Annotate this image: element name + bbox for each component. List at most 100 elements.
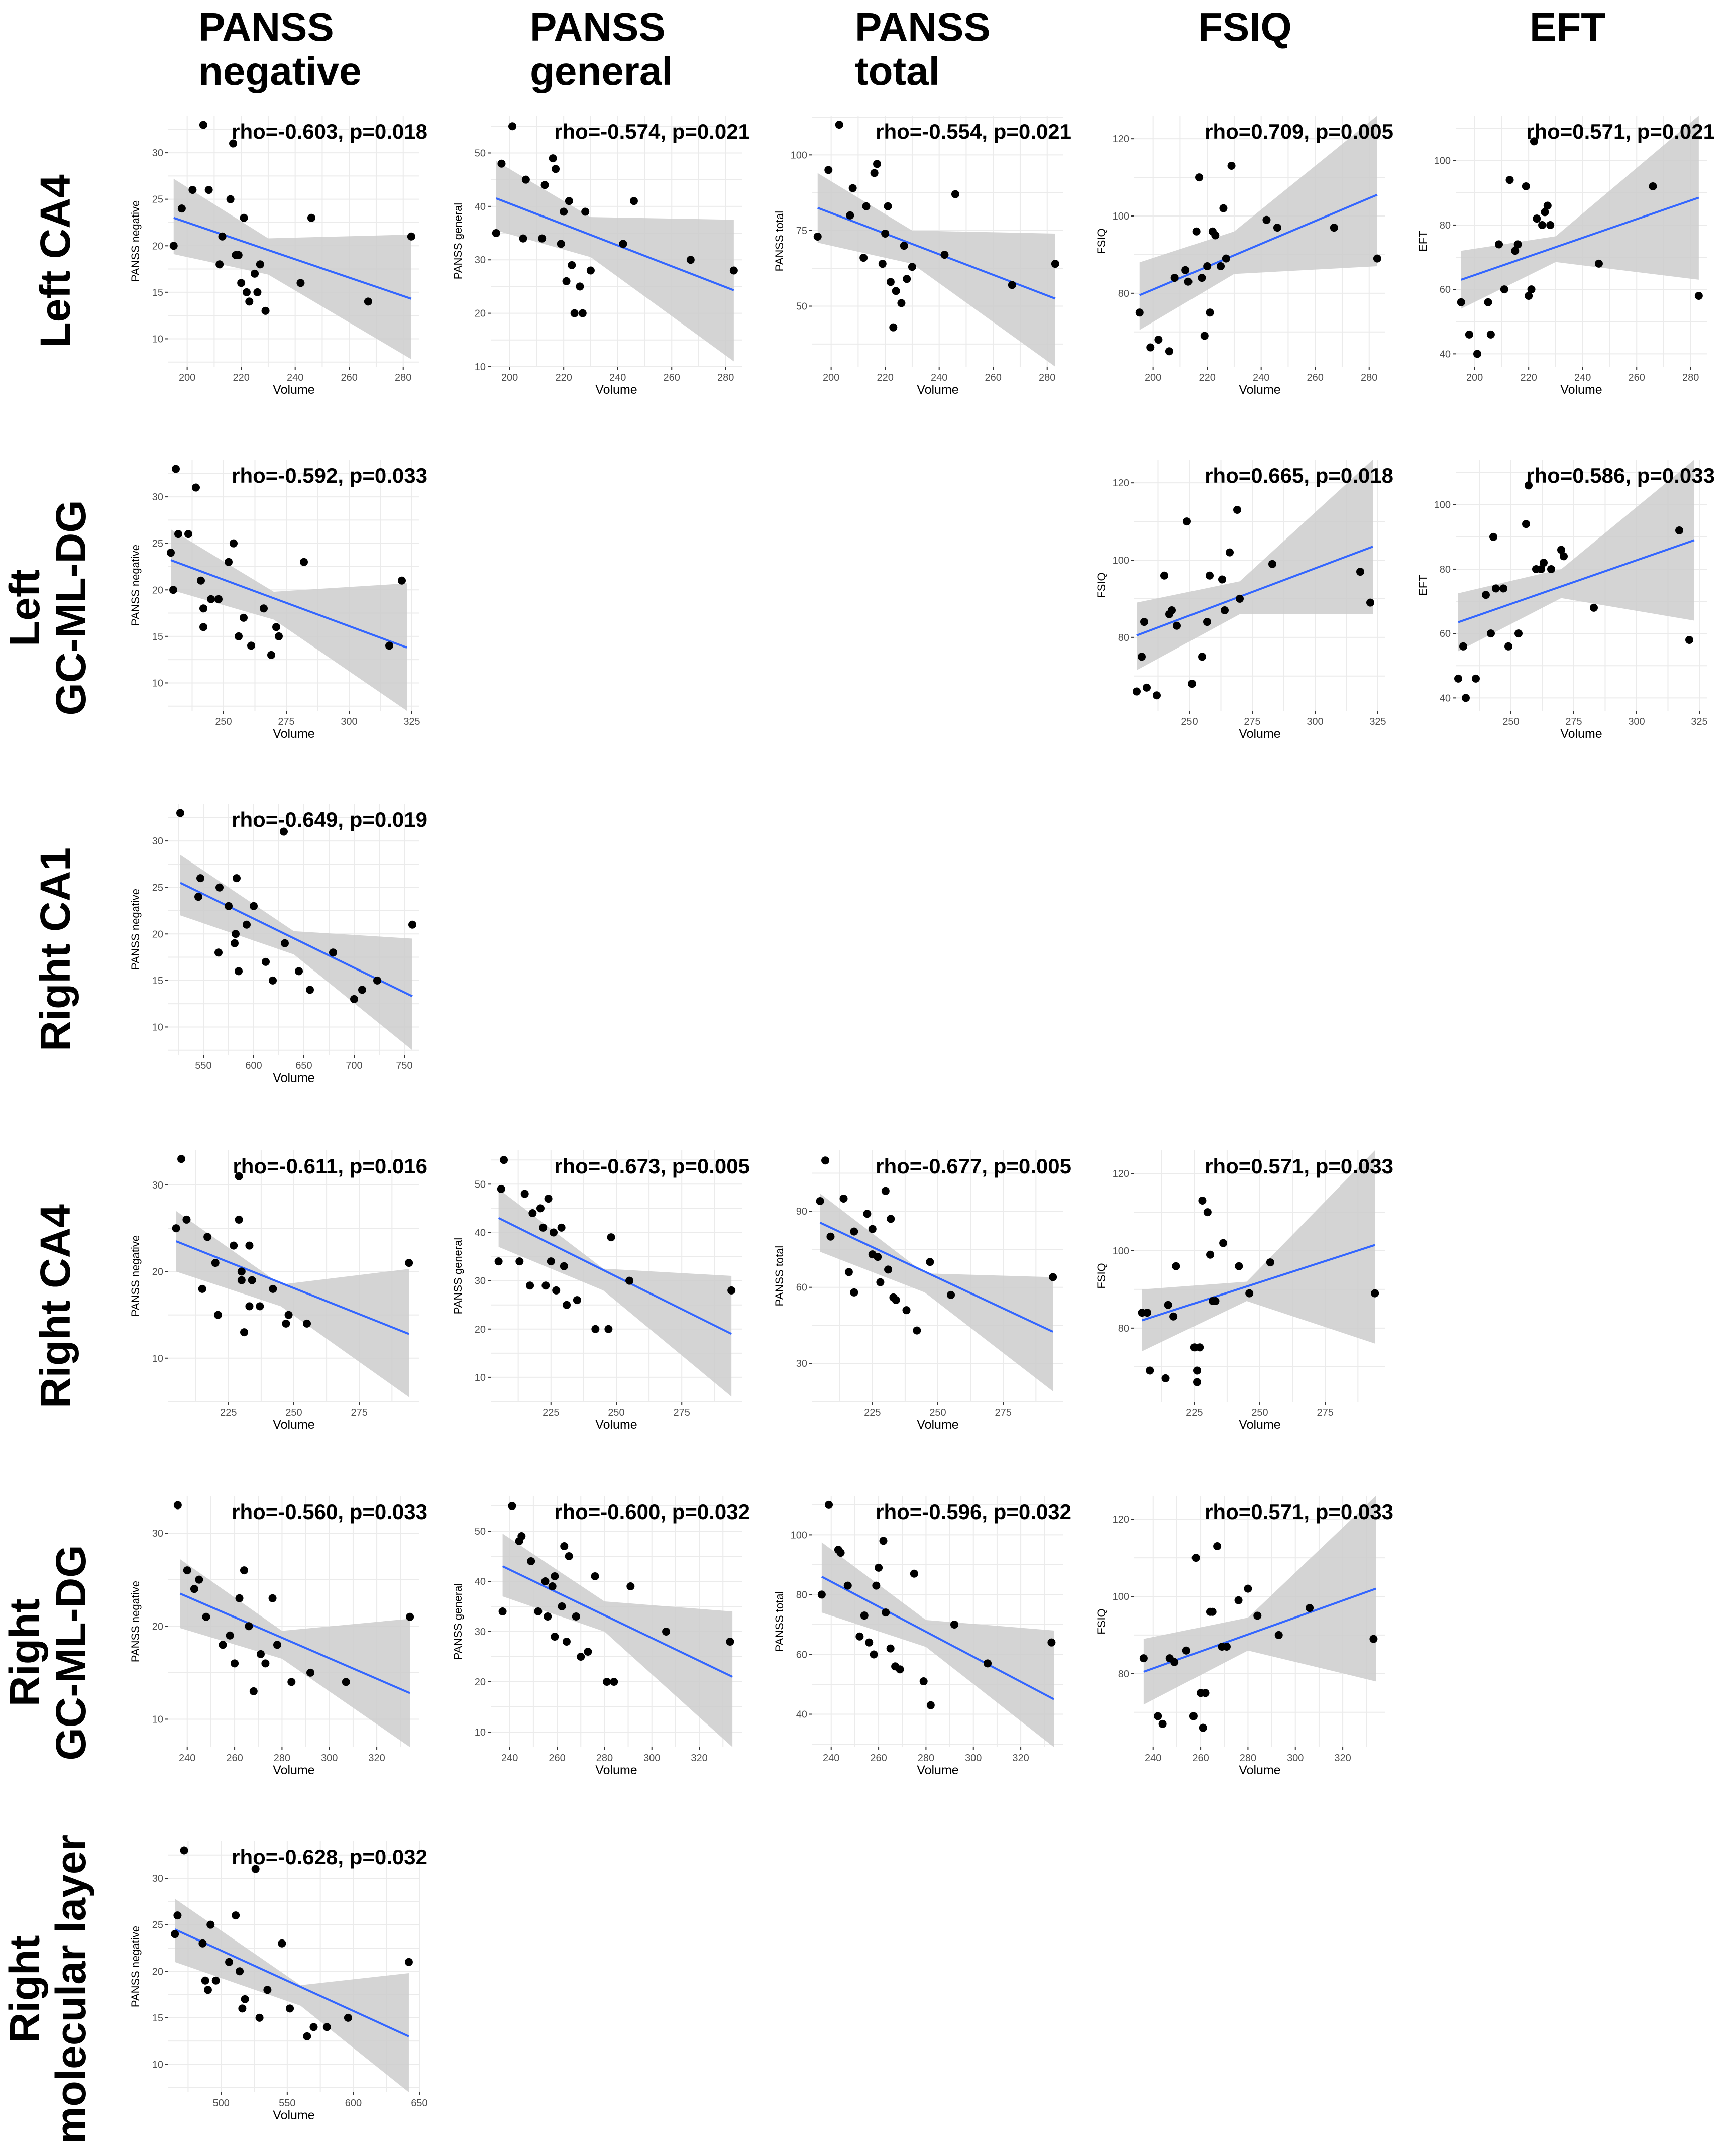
- y-tick-label: 10: [475, 1372, 486, 1383]
- data-point: [1201, 1689, 1210, 1697]
- data-point: [848, 184, 857, 192]
- data-point: [1191, 1554, 1200, 1562]
- y-tick-label: 120: [1113, 134, 1129, 145]
- data-point: [581, 207, 590, 216]
- data-point: [1183, 517, 1191, 526]
- data-point: [1203, 1208, 1212, 1217]
- data-point: [247, 641, 255, 650]
- data-point: [1047, 1638, 1056, 1647]
- data-point: [557, 1223, 566, 1232]
- data-point: [202, 1612, 210, 1621]
- data-point: [1168, 606, 1176, 614]
- data-point: [182, 1215, 191, 1224]
- scatter-chart: 250 275 300 325 80 100 120 Volume FSIQ rho=0.665,…: [1095, 460, 1393, 741]
- data-point: [260, 604, 268, 613]
- data-point: [235, 1594, 244, 1602]
- x-tick-label: 275: [995, 1407, 1012, 1418]
- data-point: [726, 1638, 734, 1646]
- y-tick-label: 25: [152, 538, 163, 550]
- correlation-annotation: rho=-0.649, p=0.019: [232, 808, 427, 831]
- data-point: [494, 1257, 503, 1266]
- correlation-annotation: rho=-0.596, p=0.032: [876, 1500, 1071, 1524]
- data-point: [230, 1241, 238, 1250]
- data-point: [882, 1608, 890, 1617]
- x-axis-label: Volume: [917, 1763, 958, 1777]
- data-point: [520, 1190, 529, 1198]
- data-point: [1234, 1596, 1243, 1604]
- data-point: [855, 1632, 864, 1641]
- data-point: [896, 1665, 904, 1674]
- data-point: [1173, 621, 1181, 630]
- data-point: [1547, 565, 1555, 573]
- data-point: [863, 1210, 872, 1218]
- x-tick-label: 200: [179, 372, 195, 383]
- data-point: [884, 1265, 893, 1274]
- x-tick-label: 275: [674, 1407, 690, 1418]
- data-point: [234, 251, 243, 259]
- regression-line: [821, 1575, 1055, 1700]
- data-point: [1500, 285, 1508, 294]
- data-point: [1135, 308, 1144, 317]
- data-point: [1522, 182, 1530, 191]
- x-tick-label: 260: [870, 1753, 887, 1764]
- y-tick-label: 40: [1440, 349, 1451, 360]
- data-point: [1226, 548, 1234, 557]
- data-point: [306, 986, 314, 994]
- data-point: [171, 1930, 179, 1938]
- data-point: [1356, 568, 1364, 576]
- y-tick-label: 30: [152, 836, 163, 847]
- data-point: [1274, 1631, 1283, 1639]
- y-tick-label: 20: [475, 308, 486, 319]
- y-axis-label: EFT: [1417, 231, 1429, 252]
- confidence-band: [1458, 460, 1694, 652]
- data-point: [515, 1257, 524, 1266]
- x-tick-label: 300: [321, 1753, 338, 1764]
- y-tick-label: 30: [152, 1180, 163, 1191]
- correlation-annotation: rho=-0.574, p=0.021: [554, 120, 750, 143]
- y-tick-label: 90: [796, 1206, 807, 1217]
- data-point: [860, 1611, 869, 1620]
- confidence-band: [1461, 116, 1699, 309]
- data-point: [261, 1659, 270, 1668]
- y-tick-label: 50: [475, 1526, 486, 1537]
- data-point: [213, 1311, 222, 1319]
- data-point: [875, 1563, 883, 1572]
- data-point: [177, 204, 186, 213]
- y-tick-label: 20: [152, 241, 163, 252]
- data-point: [280, 827, 288, 836]
- x-tick-label: 320: [691, 1753, 707, 1764]
- y-tick-label: 80: [1118, 288, 1129, 299]
- data-point: [373, 976, 381, 985]
- data-point: [1153, 691, 1161, 700]
- x-tick-label: 220: [1520, 372, 1537, 383]
- data-point: [198, 1939, 207, 1948]
- data-point: [215, 260, 224, 269]
- data-point: [576, 282, 584, 291]
- data-point: [817, 1590, 826, 1599]
- data-point: [184, 530, 192, 538]
- data-point: [1514, 629, 1523, 638]
- confidence-band: [175, 1898, 409, 2092]
- scatter-panel: 550 600 650 700 750 10 15 20 25 30 Volume PANSS neg…: [128, 804, 429, 1085]
- data-point: [1472, 674, 1480, 683]
- x-tick-label: 500: [213, 2098, 230, 2109]
- data-point: [1211, 1297, 1220, 1305]
- data-point: [173, 1501, 182, 1510]
- x-tick-label: 250: [285, 1407, 302, 1418]
- data-point: [204, 186, 213, 194]
- data-point: [584, 1648, 592, 1656]
- data-point: [1560, 552, 1568, 561]
- data-point: [662, 1628, 671, 1636]
- row-label-right-molecular-layer: Right molecular layer: [1, 1834, 94, 2144]
- data-point: [540, 181, 549, 189]
- data-point: [1170, 274, 1179, 282]
- x-tick-label: 240: [179, 1753, 195, 1764]
- data-point: [544, 1195, 553, 1203]
- y-tick-label: 80: [1440, 564, 1451, 575]
- data-point: [947, 1290, 955, 1299]
- scatter-panel: 225 250 275 80 100 120 Volume FSIQ rho=0.571, p=…: [1094, 1150, 1395, 1432]
- x-tick-label: 600: [345, 2098, 362, 2109]
- x-axis-label: Volume: [1560, 383, 1602, 397]
- data-point: [1486, 330, 1495, 339]
- x-tick-label: 260: [1192, 1753, 1209, 1764]
